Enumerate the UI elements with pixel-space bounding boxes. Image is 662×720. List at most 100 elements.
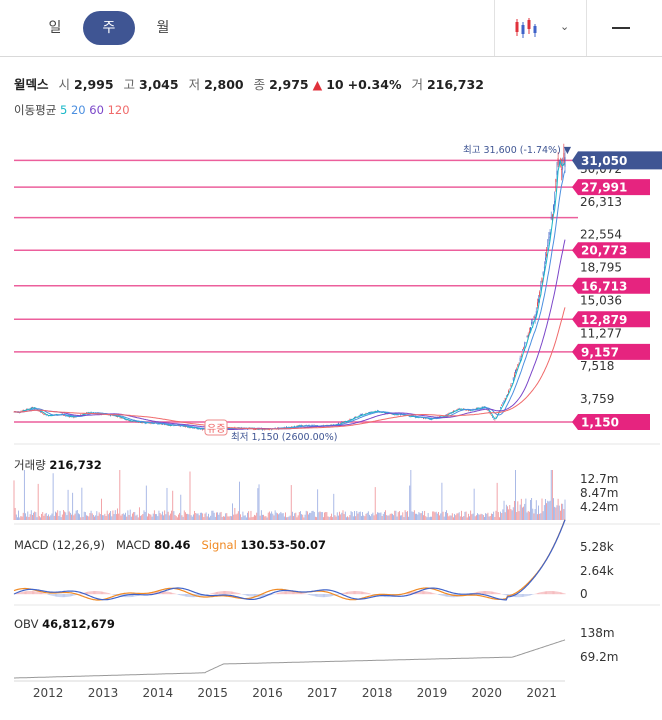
volume-bar <box>231 516 232 520</box>
macd-histogram-bar <box>301 592 302 595</box>
volume-bar <box>350 511 352 520</box>
volume-bar <box>184 512 186 520</box>
macd-histogram-bar <box>317 594 319 597</box>
volume-bar <box>461 510 462 520</box>
candlestick-icon[interactable] <box>514 16 538 40</box>
macd-histogram-bar <box>304 593 306 595</box>
tab-day[interactable]: 일 <box>48 20 62 36</box>
volume-bar <box>485 513 487 520</box>
volume-bar <box>520 498 522 520</box>
volume-bar <box>405 511 407 520</box>
volume-bar <box>274 510 276 520</box>
candle-body <box>510 385 512 387</box>
macd-histogram-bar <box>130 594 132 598</box>
macd-histogram-bar <box>171 592 172 595</box>
macd-histogram-bar <box>191 594 193 598</box>
volume-bar <box>45 512 47 520</box>
volume-bar <box>67 489 69 520</box>
volume-bar <box>335 516 337 520</box>
volume-bar <box>347 516 348 520</box>
macd-histogram-bar <box>229 591 231 595</box>
volume-bar <box>160 514 162 520</box>
volume-bar <box>473 488 475 520</box>
volume-bar <box>91 513 93 520</box>
volume-bar <box>114 510 116 520</box>
macd-histogram-bar <box>22 591 24 595</box>
macd-histogram-bar <box>543 591 545 595</box>
macd-histogram-bar <box>278 592 279 595</box>
volume-bar <box>36 517 38 520</box>
candle-body <box>489 412 491 415</box>
volume-bar <box>435 511 437 520</box>
macd-histogram-bar <box>530 594 531 596</box>
candle-body <box>554 201 556 207</box>
volume-bar <box>395 510 397 520</box>
volume-bar <box>291 511 293 520</box>
macd-histogram-bar <box>363 591 365 595</box>
volume-bar <box>561 503 562 520</box>
macd-histogram-bar <box>275 593 277 595</box>
macd-histogram-bar <box>564 593 566 595</box>
candle-body <box>500 407 501 409</box>
volume-bar <box>418 511 420 520</box>
candle-body <box>519 357 521 362</box>
candle-body <box>110 415 112 416</box>
volume-bar <box>168 515 170 520</box>
macd-series-label: MACD <box>115 538 151 552</box>
candle-body <box>517 364 519 367</box>
macd-histogram-bar <box>347 591 348 595</box>
macd-histogram-bar <box>80 593 82 595</box>
macd-histogram-bar <box>37 591 39 595</box>
macd-histogram-bar <box>425 591 427 595</box>
macd-histogram-bar <box>245 594 247 596</box>
macd-histogram-bar <box>324 594 325 598</box>
volume-bar <box>409 485 411 520</box>
macd-histogram-bar <box>49 594 51 596</box>
candle-body <box>553 205 554 211</box>
volume-bar <box>144 511 146 520</box>
volume-bar <box>199 512 201 520</box>
macd-histogram-bar <box>277 593 278 595</box>
macd-histogram-bar <box>323 594 324 598</box>
volume-bar <box>356 511 358 520</box>
volume-bar <box>548 501 550 520</box>
volume-bar <box>348 517 350 520</box>
macd-histogram-bar <box>313 594 315 597</box>
macd-histogram-bar <box>310 594 312 596</box>
x-tick-label: 2017 <box>307 686 338 700</box>
macd-histogram-bar <box>290 591 292 595</box>
volume-bar <box>551 470 553 520</box>
candle-body <box>149 422 151 424</box>
macd-histogram-bar <box>205 594 207 596</box>
macd-histogram-bar <box>102 591 103 595</box>
macd-histogram-bar <box>289 591 291 595</box>
volume-bar <box>259 515 261 520</box>
volume-bar <box>171 510 172 520</box>
chevron-down-icon[interactable]: ⌄ <box>560 20 570 33</box>
volume-bar <box>411 511 413 520</box>
candle-body <box>488 411 490 413</box>
macd-histogram-bar <box>53 594 55 597</box>
volume-bar <box>19 517 21 520</box>
volume-bar <box>370 516 371 520</box>
candle-body <box>540 286 542 291</box>
volume-bar <box>112 510 114 520</box>
ma-legend: 이동평균 5 20 60 120 <box>14 102 130 118</box>
macd-histogram-bar <box>328 594 330 597</box>
volume-bar <box>462 516 464 520</box>
macd-histogram-bar <box>423 591 424 595</box>
macd-histogram-bar <box>232 591 233 595</box>
macd-histogram-bar <box>113 594 115 595</box>
volume-bar <box>206 516 208 520</box>
volume-bar <box>534 509 536 520</box>
volume-bar <box>471 514 473 520</box>
price-level-tag <box>572 242 650 259</box>
macd-histogram-bar <box>57 594 59 597</box>
volume-bar <box>463 516 465 520</box>
candle-body <box>143 422 145 423</box>
tab-month[interactable]: 월 <box>156 20 170 36</box>
minus-icon[interactable] <box>612 27 630 29</box>
tab-week[interactable]: 주 <box>83 11 135 45</box>
macd-histogram-bar <box>355 591 357 595</box>
